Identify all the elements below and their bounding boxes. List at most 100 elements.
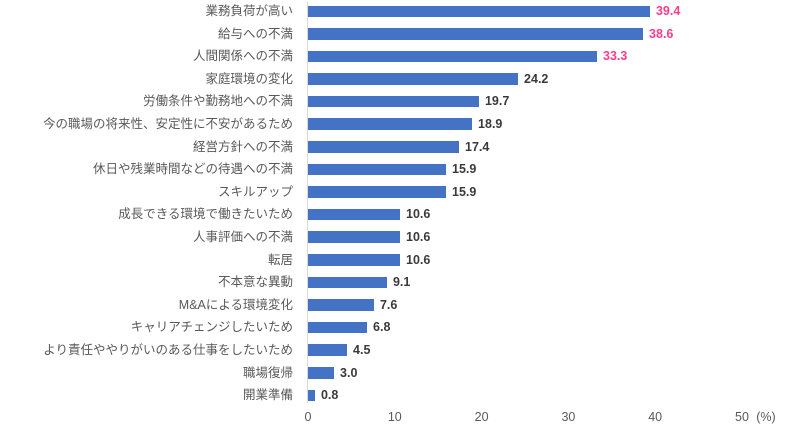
bar[interactable] (308, 50, 598, 63)
bar-container: 33.3 (308, 45, 800, 68)
bar[interactable] (308, 28, 644, 40)
bar-row: 不本意な異動 9.1 (0, 271, 800, 294)
bar[interactable] (308, 208, 400, 221)
bar-container: 19.7 (308, 90, 800, 113)
bar-value-label: 10.6 (406, 207, 431, 222)
bar[interactable] (308, 254, 400, 266)
x-tick-label: 50 (735, 410, 749, 424)
bar-value-label: 38.6 (649, 26, 674, 41)
bar-value-label: 18.9 (478, 116, 503, 131)
bar-container: 0.8 (308, 384, 800, 407)
x-tick-label: 30 (561, 410, 576, 424)
bar-container: 9.1 (308, 271, 800, 294)
category-label: キャリアチェンジしたいため (130, 320, 293, 335)
bar[interactable] (308, 5, 650, 17)
bar-row: 成長できる環境で働きたいため 10.6 (0, 203, 800, 226)
category-label: 給与への不満 (217, 26, 293, 41)
bar-row: 人事評価への不満 10.6 (0, 226, 800, 249)
category-label: スキルアップ (217, 184, 293, 199)
bar-value-label: 39.4 (655, 4, 681, 18)
bar-row: 労働条件や勤務地への不満 19.7 (0, 90, 800, 113)
category-label: 不本意な異動 (217, 275, 293, 290)
category-label: 成長できる環境で働きたいため (118, 207, 293, 222)
category-label: 人事評価への不満 (192, 229, 293, 244)
bar-row: 開業準備 0.8 (0, 384, 800, 407)
bar-value-label: 9.1 (392, 275, 411, 290)
x-axis: (%) 0 10 20 30 40 50 (0, 403, 800, 439)
x-tick-label: 0 (304, 410, 312, 424)
bar-value-label: 24.2 (524, 71, 549, 86)
bar-container: 39.4 (308, 0, 800, 23)
x-axis-unit-label: (%) (756, 410, 776, 424)
bar-container: 6.8 (308, 316, 800, 339)
bar-row: 給与への不満 38.6 (0, 23, 800, 46)
bar-container: 4.5 (308, 339, 800, 362)
bar-container: 18.9 (308, 113, 800, 136)
bar-container: 24.2 (308, 68, 800, 91)
category-label: 家庭環境の変化 (205, 71, 293, 86)
bar[interactable] (308, 141, 460, 153)
bar[interactable] (308, 276, 387, 289)
category-label: 労働条件や勤務地への不満 (142, 94, 293, 109)
bar[interactable] (308, 95, 479, 108)
bar[interactable] (308, 73, 519, 85)
bar-value-label: 33.3 (603, 49, 628, 64)
bar-container: 10.6 (308, 203, 800, 226)
bar-row: より責任ややりがいのある仕事をしたいため 4.5 (0, 339, 800, 362)
bar-value-label: 15.9 (452, 184, 477, 199)
bar-container: 15.9 (308, 181, 800, 204)
bar-row: 職場復帰 3.0 (0, 362, 800, 385)
plot-area: 業務負荷が高い 39.4 給与への不満 38.6 人間関係への不満 33.3 家庭環境の変化… (0, 0, 800, 403)
category-label: 転居 (267, 252, 293, 267)
category-label: 職場復帰 (242, 365, 293, 380)
category-label: M&Aによる環境変化 (178, 297, 293, 312)
x-tick-label: 10 (387, 410, 402, 424)
x-tick-label: 40 (648, 410, 663, 424)
bar-row: 家庭環境の変化 24.2 (0, 68, 800, 91)
category-label: 開業準備 (242, 388, 293, 403)
bar-value-label: 17.4 (465, 139, 490, 154)
bar-row: 休日や残業時間などの待遇への不満 15.9 (0, 158, 800, 181)
category-label: 休日や残業時間などの待遇への不満 (92, 162, 293, 177)
bar-value-label: 6.8 (373, 320, 391, 335)
bar-container: 17.4 (308, 136, 800, 159)
bar-row: キャリアチェンジしたいため 6.8 (0, 316, 800, 339)
bar-container: 3.0 (308, 362, 800, 385)
bar[interactable] (308, 231, 400, 243)
category-label: より責任ややりがいのある仕事をしたいため (43, 342, 293, 357)
bar[interactable] (308, 389, 315, 402)
bar[interactable] (308, 163, 446, 176)
bar-container: 15.9 (308, 158, 800, 181)
bar-container: 10.6 (308, 226, 800, 249)
bar[interactable] (308, 344, 348, 356)
value-axis-line (307, 2, 308, 403)
bar-row: スキルアップ 15.9 (0, 181, 800, 204)
category-label: 今の職場の将来性、安定性に不安があるため (42, 116, 293, 131)
bar-value-label: 7.6 (379, 297, 398, 312)
bar-value-label: 4.5 (353, 342, 371, 357)
x-tick-label: 20 (474, 410, 489, 424)
bar-row: 転居 10.6 (0, 249, 800, 272)
bar-row: 今の職場の将来性、安定性に不安があるため 18.9 (0, 113, 800, 136)
bar-row: 業務負荷が高い 39.4 (0, 0, 800, 23)
bar-container: 7.6 (308, 294, 800, 317)
bar-value-label: 15.9 (452, 162, 477, 177)
category-label: 業務負荷が高い (205, 4, 293, 18)
bar-value-label: 10.6 (406, 252, 431, 267)
bar[interactable] (308, 367, 335, 379)
bar-row: 人間関係への不満 33.3 (0, 45, 800, 68)
bar-container: 10.6 (308, 249, 800, 272)
category-label: 経営方針への不満 (192, 139, 293, 154)
bar[interactable] (308, 299, 374, 311)
category-label: 人間関係への不満 (192, 49, 293, 64)
bar[interactable] (308, 186, 446, 198)
bar-value-label: 3.0 (340, 365, 358, 380)
bar-value-label: 0.8 (320, 388, 339, 403)
bar[interactable] (308, 321, 368, 334)
bar-container: 38.6 (308, 23, 800, 46)
bar-row: M&Aによる環境変化 7.6 (0, 294, 800, 317)
bar[interactable] (308, 118, 473, 130)
bar-value-label: 10.6 (406, 229, 431, 244)
bar-value-label: 19.7 (484, 94, 510, 109)
